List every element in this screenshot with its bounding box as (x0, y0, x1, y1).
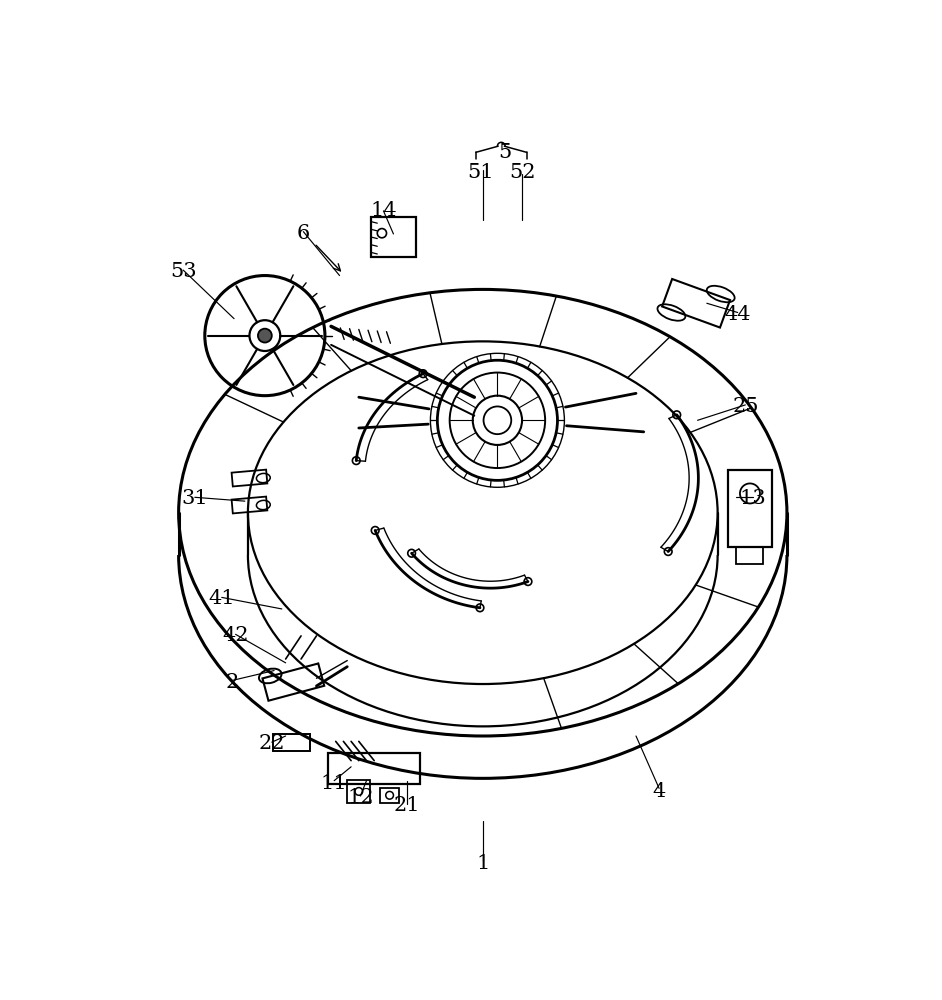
Text: 5: 5 (498, 143, 512, 162)
Text: 51: 51 (467, 163, 494, 182)
Text: 11: 11 (321, 774, 348, 793)
Text: 22: 22 (258, 734, 285, 753)
Text: 25: 25 (732, 397, 758, 416)
Text: 2: 2 (225, 673, 238, 692)
Text: 4: 4 (653, 782, 666, 801)
Text: 13: 13 (739, 489, 767, 508)
Text: 42: 42 (222, 626, 249, 645)
Circle shape (258, 329, 272, 343)
Text: 52: 52 (509, 163, 535, 182)
Text: 44: 44 (724, 305, 751, 324)
Text: 6: 6 (297, 224, 310, 243)
Text: 14: 14 (370, 201, 397, 220)
Text: 41: 41 (208, 589, 236, 608)
Text: 1: 1 (476, 854, 490, 873)
Text: 31: 31 (182, 489, 208, 508)
Text: 21: 21 (394, 796, 421, 815)
Text: 53: 53 (170, 262, 197, 281)
Text: 12: 12 (347, 788, 374, 807)
